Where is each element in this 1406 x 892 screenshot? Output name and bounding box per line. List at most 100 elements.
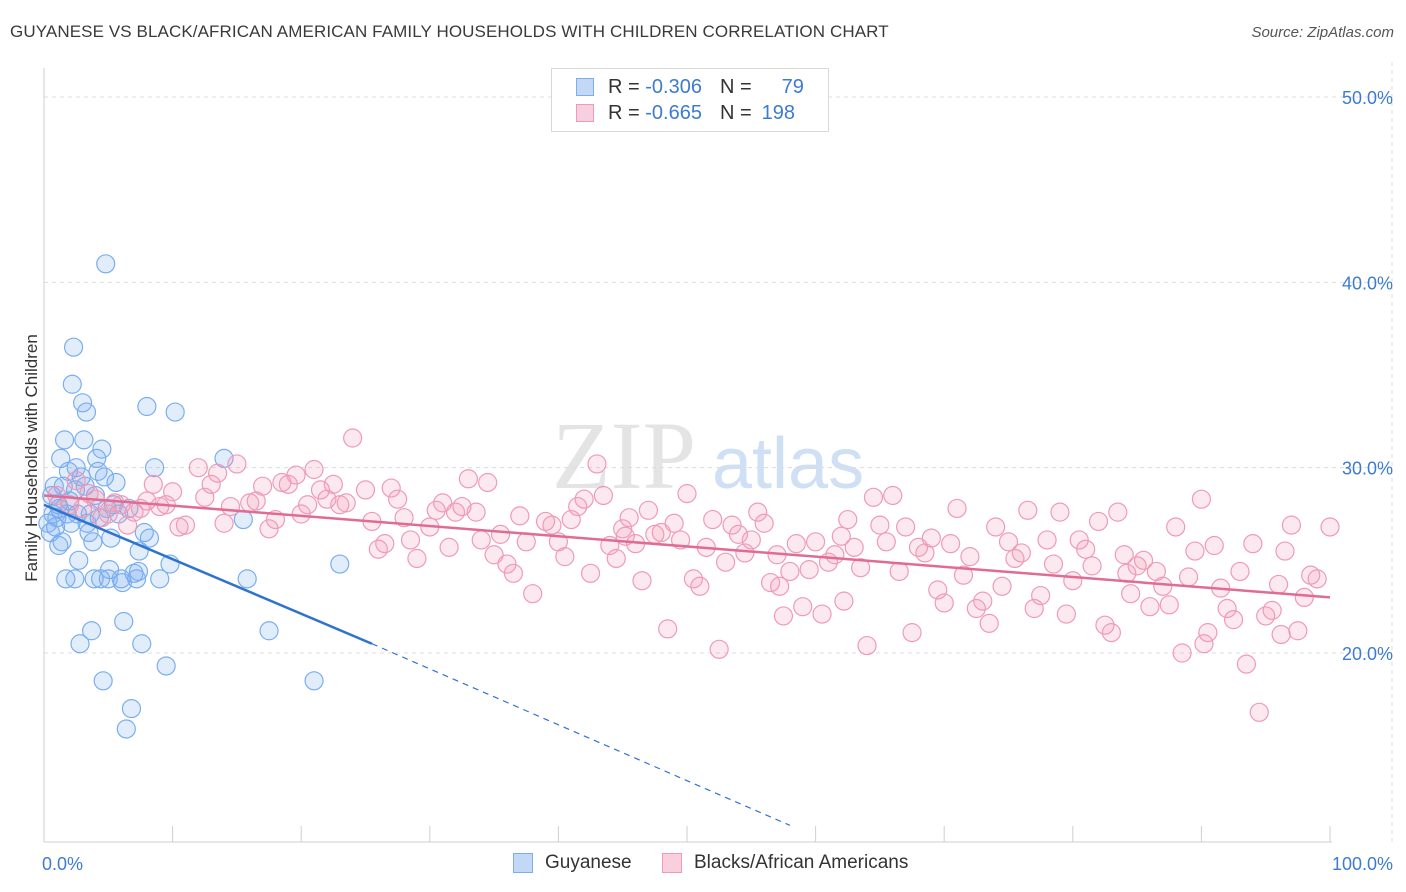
guyanese-point-78 xyxy=(128,561,149,582)
blacks-point-167 xyxy=(1018,500,1038,520)
blacks-point-193 xyxy=(769,576,790,596)
blacks-point-102 xyxy=(92,508,112,528)
guyanese-point-70 xyxy=(259,621,279,641)
blacks-point-157 xyxy=(889,561,909,582)
blacks-point-13 xyxy=(214,513,234,533)
blacks-point-180 xyxy=(1185,541,1205,561)
blacks-point-55 xyxy=(754,513,774,533)
blacks-point-89 xyxy=(1191,489,1212,509)
blacks-point-176 xyxy=(1133,550,1154,570)
blacks-point-50 xyxy=(690,576,710,596)
blacks-point-64 xyxy=(870,515,890,535)
legend-item-guyanese[interactable]: Guyanese xyxy=(513,852,632,874)
stats-row-blacks: R = -0.665 N = 198 xyxy=(576,101,795,125)
blacks-point-196 xyxy=(1194,634,1214,654)
stats-row-guyanese: R = -0.306 N = 79 xyxy=(576,75,804,99)
blacks-point-33 xyxy=(471,530,491,550)
guyanese-point-18 xyxy=(62,374,82,394)
blacks-point-124 xyxy=(439,537,459,557)
blacks-point-95 xyxy=(1268,574,1289,595)
blacks-point-136 xyxy=(619,508,639,528)
blacks-point-165 xyxy=(992,576,1012,596)
blacks-point-126 xyxy=(478,472,498,493)
blacks-point-174 xyxy=(1108,502,1128,522)
guyanese-point-66 xyxy=(165,402,185,422)
blacks-point-103 xyxy=(105,493,125,513)
blacks-point-70 xyxy=(947,498,967,519)
blacks-point-134 xyxy=(593,485,614,506)
blacks-point-110 xyxy=(208,463,228,483)
blacks-point-166 xyxy=(1005,548,1025,569)
blacks-point-170 xyxy=(1056,604,1076,624)
guyanese-point-58 xyxy=(132,634,152,654)
blacks-point-113 xyxy=(259,519,279,539)
guyanese-point-41 xyxy=(93,671,113,691)
blacks-point-194 xyxy=(834,591,854,611)
watermark-atlas: atlas xyxy=(712,424,864,504)
guyanese-point-42 xyxy=(94,467,115,487)
blacks-point-14 xyxy=(227,454,247,474)
blacks-point-117 xyxy=(323,474,343,494)
blacks-point-47 xyxy=(651,522,671,543)
blacks-point-190 xyxy=(286,465,306,485)
series-guyanese-points xyxy=(38,254,350,739)
chart-title: GUYANESE VS BLACK/AFRICAN AMERICAN FAMIL… xyxy=(10,22,889,41)
guyanese-point-33 xyxy=(83,532,103,552)
guyanese-point-51 xyxy=(114,611,134,632)
blacks-point-197 xyxy=(1271,624,1291,645)
blacks-point-121 xyxy=(388,489,408,509)
blacks-point-78 xyxy=(1050,502,1070,522)
guyanese-point-19 xyxy=(63,337,84,357)
blacks-point-62 xyxy=(844,537,864,557)
blacks-point-145 xyxy=(735,543,755,563)
blacks-point-99 xyxy=(1320,517,1340,537)
guyanese-point-63 xyxy=(150,569,170,589)
blacks-point-120 xyxy=(375,534,395,554)
blacks-point-35 xyxy=(497,554,517,574)
guyanese-point-52 xyxy=(116,719,136,739)
blacks-point-159 xyxy=(915,543,935,563)
y-tick-label-0: 20.0% xyxy=(1342,644,1393,664)
x-tick-label-0: 0.0% xyxy=(42,854,83,874)
blacks-point-133 xyxy=(580,563,601,583)
blacks-point-57 xyxy=(780,561,800,582)
n-value: 79 xyxy=(781,75,804,98)
blacks-point-175 xyxy=(1121,584,1141,604)
guyanese-point-20 xyxy=(65,569,85,589)
r-value: -0.306 xyxy=(645,75,702,98)
blacks-trend-line xyxy=(43,494,1331,599)
guyanese-trend-extension xyxy=(371,643,791,826)
stats-legend: R = -0.306 N = 79 R = -0.665 N = 198 xyxy=(551,68,829,132)
blacks-point-163 xyxy=(966,598,986,619)
blacks-point-178 xyxy=(1159,595,1179,615)
blacks-point-153 xyxy=(838,509,858,530)
guyanese-point-73 xyxy=(49,535,69,556)
blacks-point-172 xyxy=(1082,556,1102,576)
blacks-point-127 xyxy=(490,524,511,544)
guyanese-point-10 xyxy=(52,532,72,552)
guyanese-point-62 xyxy=(144,458,165,478)
guyanese-point-61 xyxy=(139,528,160,548)
blacks-point-27 xyxy=(394,508,414,528)
guyanese-point-32 xyxy=(81,621,102,641)
axes xyxy=(43,68,1332,843)
blacks-point-77 xyxy=(1037,530,1057,550)
blacks-point-161 xyxy=(941,534,961,554)
blacks-point-148 xyxy=(773,606,794,626)
y-tick-label-3: 50.0% xyxy=(1342,88,1393,108)
blacks-point-20 xyxy=(304,459,324,480)
blacks-point-100 xyxy=(66,471,86,491)
y-axis-label: Family Households with Children xyxy=(22,334,41,582)
legend-label-blacks: Blacks/African Americans xyxy=(694,852,909,873)
guyanese-point-26 xyxy=(72,393,93,413)
blacks-point-188 xyxy=(1288,621,1308,641)
blacks-point-30 xyxy=(433,493,453,513)
legend-item-blacks[interactable]: Blacks/African Americans xyxy=(662,852,908,874)
blacks-point-104 xyxy=(117,515,138,535)
watermark-zip: ZIP xyxy=(552,402,696,509)
blacks-point-185 xyxy=(1249,702,1269,722)
guyanese-point-48 xyxy=(106,472,126,493)
blacks-point-11 xyxy=(188,458,208,478)
blacks-point-90 xyxy=(1204,535,1224,556)
n-label: N = xyxy=(719,101,752,124)
